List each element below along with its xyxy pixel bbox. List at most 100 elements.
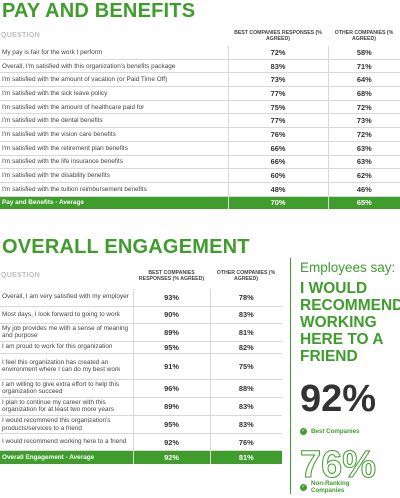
best-value-cell: 91% — [133, 353, 211, 380]
table-row: I am willing to give extra effort to hel… — [0, 379, 282, 398]
question-cell: I would recommend this organization's pr… — [0, 415, 134, 435]
table-row: I'm satisfied with the life insurance be… — [0, 155, 400, 170]
table-row: I plan to continue my career with this o… — [0, 397, 282, 417]
pay-benefits-table: QUESTION BEST COMPANIES RESPONSES (% AGR… — [0, 26, 400, 210]
other-value-cell: 83% — [210, 306, 282, 324]
average-other-cell: 65% — [328, 196, 400, 210]
average-best-cell: 70% — [228, 196, 329, 210]
other-value-cell: 63% — [328, 155, 400, 170]
best-value-cell: 92% — [133, 433, 211, 452]
question-cell: Most days, I look forward to going to wo… — [0, 306, 134, 324]
other-value-cell: 71% — [328, 59, 400, 74]
table-row: I would recommend this organization's pr… — [0, 415, 282, 435]
question-cell: Overall, I am very satisfied with my emp… — [0, 289, 134, 307]
other-value-cell: 64% — [328, 72, 400, 88]
recommend-quote: I WOULD RECOMMEND WORKING HERE TO A FRIE… — [300, 280, 400, 365]
other-value-cell: 63% — [328, 141, 400, 156]
question-cell: I'm satisfied with the amount of healthc… — [0, 100, 229, 115]
average-label-cell: Overall Engagement - Average — [0, 450, 134, 464]
best-value-cell: 77% — [228, 86, 329, 101]
table-row: I feel this organization has created an … — [0, 353, 282, 380]
table-row: Overall, I am very satisfied with my emp… — [0, 289, 282, 307]
other-value-cell: 75% — [210, 353, 282, 380]
table-row: I'm satisfied with the disability benefi… — [0, 168, 400, 183]
column-header-question: QUESTION — [1, 271, 40, 279]
best-value-cell: 89% — [133, 323, 211, 342]
column-header-question: QUESTION — [1, 32, 40, 39]
table-row: I'm satisfied with the amount of vacatio… — [0, 72, 400, 88]
question-cell: I am proud to work for this organization — [0, 341, 134, 354]
best-value-cell: 77% — [228, 113, 329, 129]
average-other-cell: 81% — [210, 450, 282, 464]
engagement-table: QUESTION BEST COMPANIES RESPONSES (% AGR… — [0, 262, 282, 464]
other-value-cell: 83% — [210, 415, 282, 435]
table-row: My pay is fair for the work I perform 72%… — [0, 46, 400, 60]
question-cell: I plan to continue my career with this o… — [0, 397, 134, 417]
other-value-cell: 72% — [328, 100, 400, 115]
other-value-cell: 88% — [210, 379, 282, 398]
question-cell: I would recommend working here to a frie… — [0, 433, 134, 452]
question-cell: My job provides me with a sense of meani… — [0, 323, 134, 342]
employees-say-heading: Employees say: — [300, 260, 396, 275]
column-header-other: OTHER COMPANIES (% AGREED) — [334, 30, 394, 42]
table-row: I would recommend working here to a frie… — [0, 433, 282, 452]
best-value-cell: 83% — [228, 59, 329, 74]
question-cell: I'm satisfied with the retirement plan b… — [0, 141, 229, 156]
other-value-cell: 83% — [210, 397, 282, 417]
other-value-cell: 62% — [328, 168, 400, 183]
engagement-title: OVERALL ENGAGEMENT — [2, 236, 250, 258]
best-companies-label: Best Companies — [311, 428, 360, 435]
best-value-cell: 72% — [228, 46, 329, 60]
question-cell: I feel this organization has created an … — [0, 353, 134, 380]
best-companies-percent: 92% — [300, 378, 377, 420]
question-cell: I am willing to give extra effort to hel… — [0, 379, 134, 398]
table-row: I'm satisfied with the vision care benef… — [0, 127, 400, 142]
other-value-cell: 76% — [210, 433, 282, 452]
pay-benefits-title: PAY AND BENEFITS — [2, 0, 196, 22]
best-value-cell: 73% — [228, 72, 329, 88]
table-row: My job provides me with a sense of meani… — [0, 323, 282, 342]
question-cell: I'm satisfied with the life insurance be… — [0, 155, 229, 170]
average-row: Pay and Benefits - Average 70% 65% — [0, 196, 400, 210]
question-cell: I'm satisfied with the amount of vacatio… — [0, 72, 229, 88]
table-row: I am proud to work for this organization… — [0, 341, 282, 354]
check-circle-icon: ✓ — [300, 484, 307, 491]
other-value-cell: 58% — [328, 46, 400, 60]
best-value-cell: 66% — [228, 141, 329, 156]
best-value-cell: 60% — [228, 168, 329, 183]
best-value-cell: 90% — [133, 306, 211, 324]
average-row: Overall Engagement - Average 92% 81% — [0, 450, 282, 464]
best-value-cell: 89% — [133, 397, 211, 417]
column-header-other: OTHER COMPANIES (% AGREED) — [216, 269, 276, 282]
best-value-cell: 93% — [133, 289, 211, 307]
other-value-cell: 81% — [210, 323, 282, 342]
other-value-cell: 72% — [328, 127, 400, 142]
employees-say-panel: Employees say: I WOULD RECOMMEND WORKING… — [290, 258, 400, 494]
best-value-cell: 66% — [228, 155, 329, 170]
question-cell: My pay is fair for the work I perform — [0, 46, 229, 60]
column-header-best: BEST COMPANIES RESPONSES (% AGREED) — [234, 30, 322, 42]
check-circle-icon: ✓ — [300, 428, 307, 435]
table-row: I'm satisfied with the tuition reimburse… — [0, 182, 400, 197]
best-value-cell: 75% — [228, 100, 329, 115]
table-row: Overall, I'm satisfied with this organiz… — [0, 59, 400, 74]
table-row: I'm satisfied with the amount of healthc… — [0, 100, 400, 115]
best-value-cell: 76% — [228, 127, 329, 142]
best-value-cell: 48% — [228, 182, 329, 197]
other-value-cell: 78% — [210, 289, 282, 307]
average-best-cell: 92% — [133, 450, 211, 464]
other-value-cell: 82% — [210, 341, 282, 354]
table-row: I'm satisfied with the sick leave policy… — [0, 86, 400, 101]
table-row: I'm satisfied with the retirement plan b… — [0, 141, 400, 156]
non-ranking-label: Non-Ranking Companies — [311, 480, 350, 494]
table-row: I'm satisfied with the dental benefits 77… — [0, 113, 400, 129]
question-cell: I'm satisfied with the disability benefi… — [0, 168, 229, 183]
non-ranking-percent: 76% — [299, 444, 377, 487]
best-value-cell: 96% — [133, 379, 211, 398]
other-value-cell: 68% — [328, 86, 400, 101]
column-header-best: BEST COMPANIES RESPONSES (% AGREED) — [138, 269, 205, 282]
question-cell: I'm satisfied with the tuition reimburse… — [0, 182, 229, 197]
best-value-cell: 95% — [133, 341, 211, 354]
question-cell: I'm satisfied with the dental benefits — [0, 113, 229, 129]
other-value-cell: 73% — [328, 113, 400, 129]
